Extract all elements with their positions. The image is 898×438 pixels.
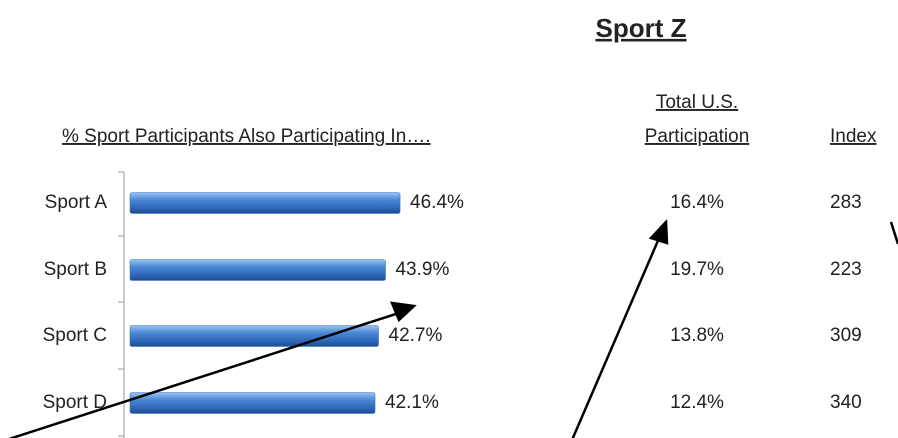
data-label: 42.1% bbox=[385, 392, 439, 413]
us-participation: 13.8% bbox=[670, 325, 724, 346]
us-participation: 16.4% bbox=[670, 192, 724, 213]
category-label: Sport D bbox=[43, 392, 107, 413]
column-header: Total U.S. bbox=[656, 92, 738, 113]
index-value: 309 bbox=[830, 325, 862, 346]
bar bbox=[129, 325, 379, 347]
us-participation: 19.7% bbox=[670, 259, 724, 280]
index-value: 283 bbox=[830, 192, 862, 213]
axis bbox=[118, 171, 125, 438]
data-label: 42.7% bbox=[389, 325, 443, 346]
column-header: Participation bbox=[645, 126, 750, 147]
chart-title: Sport Z bbox=[596, 13, 687, 43]
category-label: Sport B bbox=[44, 259, 107, 280]
arrows bbox=[8, 218, 898, 438]
bar bbox=[129, 192, 401, 214]
subtitle: % Sport Participants Also Participating … bbox=[62, 126, 431, 147]
data-label: 43.9% bbox=[395, 259, 449, 280]
category-label: Sport A bbox=[45, 192, 108, 213]
index-value: 223 bbox=[830, 259, 862, 280]
bar bbox=[129, 259, 386, 281]
index-value: 340 bbox=[830, 392, 862, 413]
bar bbox=[129, 392, 376, 414]
us-participation: 12.4% bbox=[670, 392, 724, 413]
category-label: Sport C bbox=[43, 325, 107, 346]
column-header: Index bbox=[830, 126, 877, 147]
data-label: 46.4% bbox=[410, 192, 464, 213]
